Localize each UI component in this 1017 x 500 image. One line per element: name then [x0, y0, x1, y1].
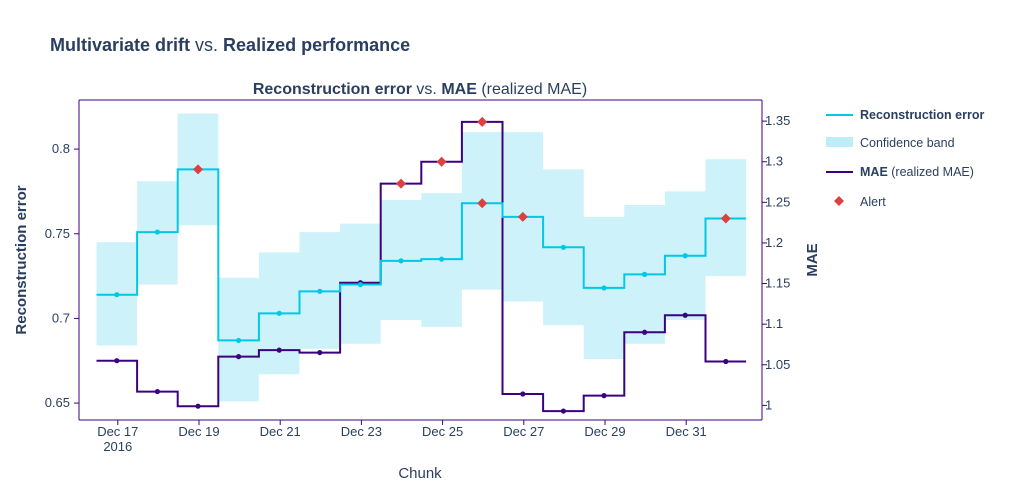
mae-point [601, 393, 607, 399]
legend: Reconstruction error Confidence band MAE… [826, 108, 984, 209]
y-left-tick-label: 0.8 [52, 141, 70, 156]
legend-band-label: Confidence band [860, 136, 955, 150]
mae-point [236, 354, 242, 360]
mae-point [560, 408, 567, 414]
mae-point [154, 388, 160, 395]
mae-point [642, 329, 648, 335]
main-title-part1: Multivariate drift [50, 35, 190, 55]
mae-alert-marker [477, 116, 488, 127]
reconstruction-error-alert-marker [477, 198, 488, 209]
x-tick-label: Dec 25 [422, 424, 463, 439]
axes: 0.65 0.7 0.75 0.8 1 1.05 1.1 1.15 1.2 1.25 1.3 1.35… [45, 99, 790, 454]
x-axis-title: Chunk [398, 465, 442, 482]
subtitle-rest: (realized MAE) [477, 81, 587, 98]
mae-point [723, 358, 729, 365]
reconstruction-error-line [96, 168, 747, 342]
legend-alert-swatch [834, 196, 844, 206]
subplot-title: Reconstruction error vs. MAE (realized M… [253, 81, 587, 98]
mae-alert-marker [436, 156, 447, 167]
x-tick-label: Dec 17 [97, 424, 138, 439]
reconstruction-error-point [276, 310, 282, 316]
y-right-tick-label: 1 [765, 397, 772, 412]
legend-item-alert[interactable]: Alert [834, 195, 886, 209]
reconstruction-error-alert-marker [720, 213, 731, 224]
mae-point [317, 349, 323, 356]
y-left-axis-title: Reconstruction error [13, 185, 30, 334]
reconstruction-error-point [154, 229, 160, 235]
y-right-tick-label: 1.1 [765, 316, 783, 331]
legend-mae-label-rest: (realized MAE) [888, 165, 974, 179]
y-right-tick-label: 1.25 [765, 194, 790, 209]
reconstruction-error-point [642, 271, 648, 277]
legend-item-band[interactable]: Confidence band [826, 136, 955, 150]
legend-item-mae[interactable]: MAE (realized MAE) [826, 165, 974, 179]
reconstruction-error-point [601, 285, 607, 291]
mae-point [114, 358, 120, 364]
legend-item-recon[interactable]: Reconstruction error [826, 108, 984, 122]
mae-alert-marker [396, 178, 406, 189]
subtitle-bold1: Reconstruction error [253, 81, 412, 98]
reconstruction-error-alert-marker [193, 164, 203, 175]
confidence-band [96, 113, 747, 402]
mae-point [682, 312, 688, 318]
x-tick-label: Dec 29 [584, 424, 625, 439]
x-tick-label: Dec 31 [666, 424, 707, 439]
reconstruction-error-point [236, 337, 242, 344]
reconstruction-error-point [439, 256, 445, 262]
y-left-tick-label: 0.75 [45, 226, 70, 241]
reconstruction-error-point [560, 244, 567, 250]
y-right-tick-label: 1.05 [765, 357, 790, 372]
reconstruction-error-alert-marker [517, 211, 528, 222]
reconstruction-error-point [398, 258, 404, 264]
x-tick-label: Dec 27 [503, 424, 544, 439]
legend-alert-label: Alert [860, 195, 886, 209]
y-left-tick-label: 0.7 [52, 310, 70, 325]
legend-recon-label: Reconstruction error [860, 108, 984, 122]
main-title-vs: vs. [190, 35, 223, 55]
legend-band-swatch [826, 137, 853, 147]
y-left-tick-label: 0.65 [45, 395, 70, 410]
subtitle-bold2: MAE [441, 81, 477, 98]
y-right-tick-label: 1.15 [765, 276, 790, 291]
y-right-tick-label: 1.35 [765, 113, 790, 128]
mae-point [520, 391, 526, 397]
chart-main-title: Multivariate drift vs. Realized performa… [50, 35, 410, 55]
legend-mae-label-bold: MAE [860, 165, 888, 179]
reconstruction-error-point [357, 281, 363, 288]
legend-mae-label: MAE (realized MAE) [860, 165, 974, 179]
subtitle-vs: vs. [412, 81, 441, 98]
mae-point [195, 403, 201, 409]
mae-line [96, 120, 747, 413]
reconstruction-error-point [682, 253, 688, 259]
plot-area [96, 113, 747, 414]
reconstruction-error-point [114, 292, 120, 298]
y-right-axis-title: MAE [804, 243, 821, 276]
x-tick-label: Dec 21 [260, 424, 301, 439]
reconstruction-error-point [317, 288, 323, 294]
mae-point [276, 347, 282, 353]
x-tick-year-label: 2016 [103, 439, 132, 454]
main-title-part2: Realized performance [223, 35, 410, 55]
y-right-tick-label: 1.2 [765, 235, 783, 250]
x-tick-label: Dec 19 [178, 424, 219, 439]
y-right-tick-label: 1.3 [765, 154, 783, 169]
x-tick-label: Dec 23 [341, 424, 382, 439]
